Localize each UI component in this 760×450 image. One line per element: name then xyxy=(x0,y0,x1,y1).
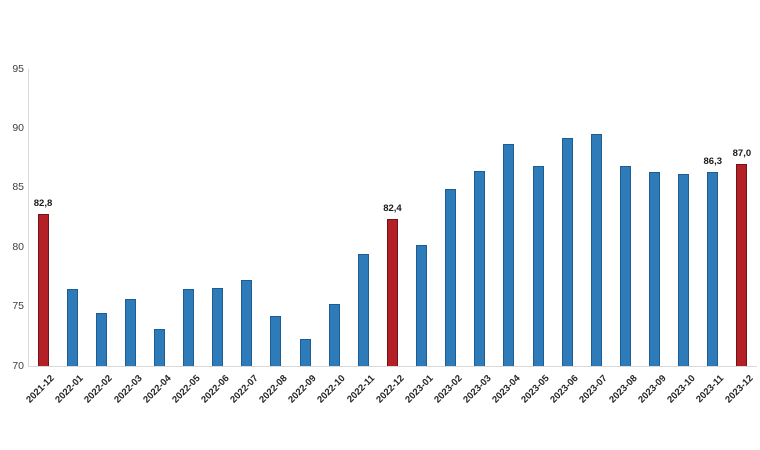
bar-2023-03 xyxy=(474,171,486,366)
x-axis-label: 2022-04 xyxy=(140,373,174,406)
bar-2023-06 xyxy=(561,137,573,366)
bar-value-label: 82,4 xyxy=(383,202,402,214)
bar-2021-12 xyxy=(37,213,49,366)
x-axis-label: 2022-03 xyxy=(111,373,145,406)
bar-2022-06 xyxy=(212,287,224,366)
bar-value-label: 86,3 xyxy=(703,156,723,168)
x-axis-label: 2023-08 xyxy=(606,373,640,406)
bar-value-label: 87,0 xyxy=(732,148,752,160)
x-axis-label: 2023-06 xyxy=(548,373,581,406)
bar-2023-02 xyxy=(445,188,457,366)
bar-2023-07 xyxy=(590,134,602,366)
x-axis-label: 2022-01 xyxy=(53,373,86,406)
x-axis-label: 2023-02 xyxy=(432,373,465,406)
x-axis-label: 2023-03 xyxy=(461,373,494,406)
x-axis-label: 2023-01 xyxy=(402,373,436,406)
y-axis-tick-label: 95 xyxy=(12,62,24,75)
bar-2023-09 xyxy=(649,172,661,366)
y-axis-tick-label: 80 xyxy=(12,240,24,253)
bar-2022-02 xyxy=(95,312,107,366)
bar-value-label: 82,8 xyxy=(33,197,53,209)
bar-2023-01 xyxy=(416,244,428,366)
bar-2023-04 xyxy=(503,143,515,366)
x-axis-label: 2023-09 xyxy=(635,373,669,406)
bar-2022-07 xyxy=(241,280,253,366)
bar-2022-05 xyxy=(183,288,195,366)
x-axis-label: 2022-12 xyxy=(373,373,407,406)
bar-2023-10 xyxy=(678,173,690,366)
x-axis-label: 2023-07 xyxy=(577,373,611,406)
bar-2022-04 xyxy=(153,329,165,366)
bar-2022-08 xyxy=(270,316,282,366)
y-axis-tick-label: 70 xyxy=(12,359,24,372)
bar-2023-11 xyxy=(707,172,719,366)
bar-2023-12 xyxy=(736,164,748,366)
x-axis-label: 2023-05 xyxy=(519,373,552,406)
x-axis-label: 2023-10 xyxy=(664,373,698,406)
bar-2022-09 xyxy=(299,338,311,366)
bar-2022-11 xyxy=(357,254,369,366)
y-axis-line xyxy=(28,69,29,366)
y-axis-tick-label: 90 xyxy=(12,121,24,134)
x-axis-label: 2022-09 xyxy=(286,373,319,406)
bar-2022-10 xyxy=(328,304,340,366)
x-axis-label: 2022-11 xyxy=(345,373,378,406)
x-axis-label: 2022-07 xyxy=(228,373,261,406)
x-axis-label: 2022-08 xyxy=(257,373,290,406)
bar-2022-03 xyxy=(124,299,136,366)
x-axis-label: 2023-11 xyxy=(694,373,727,406)
y-axis-tick-label: 85 xyxy=(12,181,24,194)
bar-2023-08 xyxy=(619,166,631,366)
x-axis-label: 2022-10 xyxy=(315,373,348,406)
x-axis-line xyxy=(28,366,757,367)
x-axis-label: 2023-04 xyxy=(490,373,523,406)
x-axis-label: 2022-06 xyxy=(199,373,232,406)
x-axis-label: 2022-02 xyxy=(82,373,116,406)
y-axis-tick-label: 75 xyxy=(12,300,24,313)
bar-2023-05 xyxy=(532,166,544,366)
x-axis-label: 2023-12 xyxy=(723,373,756,406)
bar-2022-12 xyxy=(386,218,398,366)
x-axis-label: 2022-05 xyxy=(169,373,203,406)
bar-2022-01 xyxy=(66,288,78,366)
x-axis-label: 2021-12 xyxy=(24,373,57,406)
